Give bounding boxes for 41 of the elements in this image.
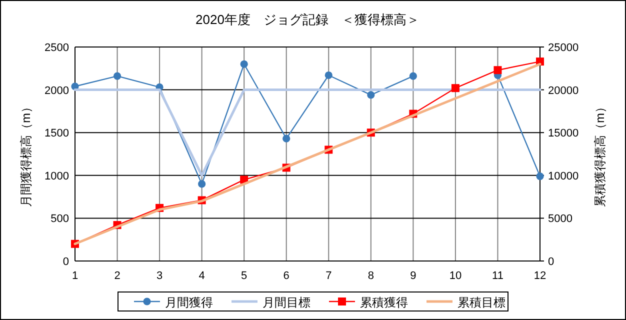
y-tick-label: 2500	[44, 42, 69, 54]
point	[536, 172, 544, 180]
y-tick-label: 500	[50, 213, 69, 226]
x-tick-label: 9	[410, 270, 416, 282]
point	[240, 60, 248, 68]
x-tick-label: 6	[283, 270, 290, 282]
legend-label: 月間目標	[262, 296, 310, 310]
chart-title: 2020年度 ジョグ記録 ＜獲得標高＞	[196, 12, 420, 27]
x-tick-label: 4	[198, 270, 205, 282]
x-tick-label: 1	[72, 270, 78, 282]
y-axis-title: 月間獲得標高（m）	[19, 101, 33, 207]
x-tick-label: 10	[449, 270, 462, 282]
legend-label: 累積獲得	[360, 296, 408, 310]
x-tick-label: 2	[114, 270, 120, 282]
x-tick-label: 3	[156, 270, 163, 282]
point	[113, 72, 122, 80]
y-tick-label: 2000	[44, 84, 69, 97]
y2-tick-label: 5000	[548, 213, 572, 226]
point	[367, 91, 375, 99]
y2-tick-label: 25000	[548, 42, 579, 54]
y-tick-label: 1500	[44, 128, 69, 140]
y2-axis-title: 累積獲得標高（m）	[593, 101, 607, 207]
y2-tick-label: 15000	[548, 128, 579, 140]
y-tick-label: 1000	[44, 170, 69, 182]
y2-tick-label: 10000	[548, 170, 579, 182]
point	[324, 71, 332, 80]
x-tick-label: 7	[326, 270, 332, 282]
point	[494, 66, 502, 74]
legend-label: 累積目標	[458, 296, 506, 310]
y-tick-label: 0	[62, 256, 69, 268]
legend-label: 月間獲得	[165, 296, 213, 310]
x-tick-label: 5	[241, 270, 248, 282]
point	[451, 84, 460, 92]
point	[282, 134, 290, 142]
y2-tick-label: 0	[548, 256, 554, 268]
point	[198, 180, 206, 188]
x-tick-label: 12	[534, 270, 546, 282]
y2-tick-label: 20000	[548, 84, 579, 97]
x-tick-label: 11	[492, 270, 504, 282]
point	[409, 72, 417, 80]
x-tick-label: 8	[368, 270, 374, 282]
